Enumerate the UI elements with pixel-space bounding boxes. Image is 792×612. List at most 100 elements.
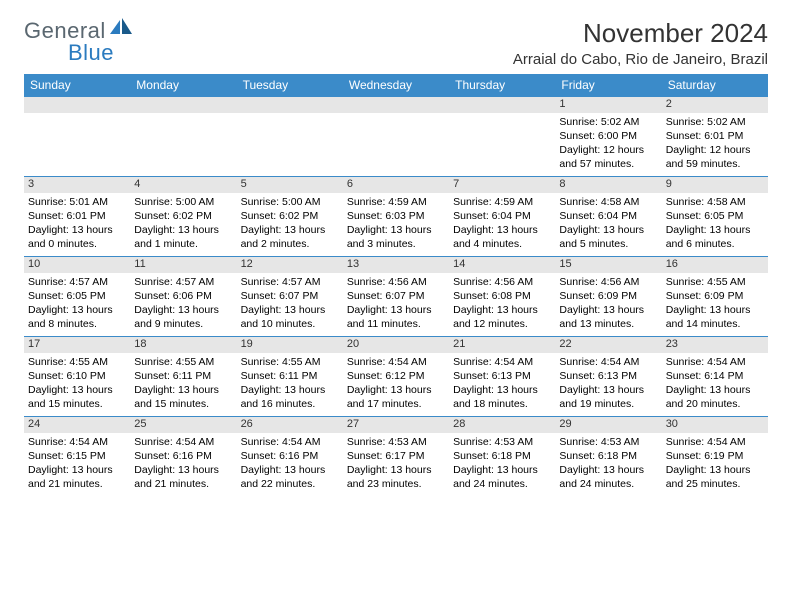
sunset-text: Sunset: 6:08 PM <box>453 289 551 303</box>
day-content-cell: Sunrise: 4:54 AMSunset: 6:15 PMDaylight:… <box>24 433 130 497</box>
sunrise-text: Sunrise: 4:55 AM <box>134 355 232 369</box>
day-number-cell: 25 <box>130 417 236 433</box>
day-number-cell: 21 <box>449 337 555 353</box>
sunrise-text: Sunrise: 4:55 AM <box>28 355 126 369</box>
day-content-cell <box>130 113 236 177</box>
sunrise-text: Sunrise: 4:54 AM <box>28 435 126 449</box>
day-number-cell: 8 <box>555 177 661 193</box>
daylight-text: Daylight: 13 hours and 0 minutes. <box>28 223 126 251</box>
sunset-text: Sunset: 6:18 PM <box>559 449 657 463</box>
day-number-cell: 2 <box>662 97 768 113</box>
sunset-text: Sunset: 6:12 PM <box>347 369 445 383</box>
day-content-cell: Sunrise: 4:56 AMSunset: 6:07 PMDaylight:… <box>343 273 449 337</box>
daylight-text: Daylight: 13 hours and 2 minutes. <box>241 223 339 251</box>
logo-text-blue-wrap: Blue <box>24 40 114 66</box>
day-content-cell: Sunrise: 4:55 AMSunset: 6:11 PMDaylight:… <box>237 353 343 417</box>
day-content-cell: Sunrise: 4:59 AMSunset: 6:04 PMDaylight:… <box>449 193 555 257</box>
day-content-cell: Sunrise: 4:56 AMSunset: 6:09 PMDaylight:… <box>555 273 661 337</box>
daylight-text: Daylight: 13 hours and 3 minutes. <box>347 223 445 251</box>
day-number-cell: 15 <box>555 257 661 273</box>
day-number-row: 24252627282930 <box>24 417 768 433</box>
logo-text-blue: Blue <box>68 40 114 65</box>
sunrise-text: Sunrise: 4:59 AM <box>347 195 445 209</box>
weekday-header: Saturday <box>662 74 768 97</box>
day-content-cell: Sunrise: 4:54 AMSunset: 6:16 PMDaylight:… <box>237 433 343 497</box>
logo-sail-icon <box>110 18 132 41</box>
day-content-cell: Sunrise: 4:58 AMSunset: 6:04 PMDaylight:… <box>555 193 661 257</box>
day-content-cell: Sunrise: 4:54 AMSunset: 6:14 PMDaylight:… <box>662 353 768 417</box>
day-number-cell: 4 <box>130 177 236 193</box>
day-content-cell: Sunrise: 4:55 AMSunset: 6:09 PMDaylight:… <box>662 273 768 337</box>
sunrise-text: Sunrise: 5:01 AM <box>28 195 126 209</box>
day-content-cell: Sunrise: 4:53 AMSunset: 6:18 PMDaylight:… <box>449 433 555 497</box>
day-content-row: Sunrise: 5:02 AMSunset: 6:00 PMDaylight:… <box>24 113 768 177</box>
title-block: November 2024 Arraial do Cabo, Rio de Ja… <box>513 18 768 68</box>
sunrise-text: Sunrise: 4:56 AM <box>559 275 657 289</box>
sunset-text: Sunset: 6:07 PM <box>347 289 445 303</box>
day-number-cell: 20 <box>343 337 449 353</box>
day-number-cell: 1 <box>555 97 661 113</box>
sunset-text: Sunset: 6:04 PM <box>559 209 657 223</box>
weekday-header: Wednesday <box>343 74 449 97</box>
sunrise-text: Sunrise: 5:02 AM <box>666 115 764 129</box>
day-number-cell <box>130 97 236 113</box>
day-content-cell <box>449 113 555 177</box>
sunset-text: Sunset: 6:09 PM <box>666 289 764 303</box>
day-content-cell <box>343 113 449 177</box>
day-content-cell <box>24 113 130 177</box>
day-number-cell: 16 <box>662 257 768 273</box>
daylight-text: Daylight: 13 hours and 17 minutes. <box>347 383 445 411</box>
daylight-text: Daylight: 13 hours and 24 minutes. <box>559 463 657 491</box>
sunset-text: Sunset: 6:11 PM <box>134 369 232 383</box>
sunrise-text: Sunrise: 4:54 AM <box>241 435 339 449</box>
sunrise-text: Sunrise: 4:57 AM <box>134 275 232 289</box>
sunrise-text: Sunrise: 4:54 AM <box>666 435 764 449</box>
day-content-row: Sunrise: 5:01 AMSunset: 6:01 PMDaylight:… <box>24 193 768 257</box>
weekday-header-row: Sunday Monday Tuesday Wednesday Thursday… <box>24 74 768 97</box>
sunrise-text: Sunrise: 4:57 AM <box>241 275 339 289</box>
day-content-cell: Sunrise: 4:56 AMSunset: 6:08 PMDaylight:… <box>449 273 555 337</box>
sunrise-text: Sunrise: 5:02 AM <box>559 115 657 129</box>
weekday-header: Thursday <box>449 74 555 97</box>
month-title: November 2024 <box>513 18 768 49</box>
day-content-cell: Sunrise: 4:54 AMSunset: 6:12 PMDaylight:… <box>343 353 449 417</box>
sunrise-text: Sunrise: 5:00 AM <box>134 195 232 209</box>
daylight-text: Daylight: 13 hours and 9 minutes. <box>134 303 232 331</box>
day-number-cell: 13 <box>343 257 449 273</box>
daylight-text: Daylight: 13 hours and 25 minutes. <box>666 463 764 491</box>
sunset-text: Sunset: 6:06 PM <box>134 289 232 303</box>
daylight-text: Daylight: 12 hours and 59 minutes. <box>666 143 764 171</box>
day-number-cell <box>24 97 130 113</box>
day-number-cell <box>449 97 555 113</box>
sunset-text: Sunset: 6:05 PM <box>666 209 764 223</box>
day-content-row: Sunrise: 4:57 AMSunset: 6:05 PMDaylight:… <box>24 273 768 337</box>
day-number-cell: 14 <box>449 257 555 273</box>
day-content-row: Sunrise: 4:55 AMSunset: 6:10 PMDaylight:… <box>24 353 768 417</box>
day-number-cell <box>237 97 343 113</box>
sunset-text: Sunset: 6:15 PM <box>28 449 126 463</box>
day-number-cell: 7 <box>449 177 555 193</box>
day-content-row: Sunrise: 4:54 AMSunset: 6:15 PMDaylight:… <box>24 433 768 497</box>
daylight-text: Daylight: 13 hours and 8 minutes. <box>28 303 126 331</box>
sunset-text: Sunset: 6:18 PM <box>453 449 551 463</box>
day-number-cell: 11 <box>130 257 236 273</box>
day-content-cell: Sunrise: 4:57 AMSunset: 6:05 PMDaylight:… <box>24 273 130 337</box>
day-number-row: 17181920212223 <box>24 337 768 353</box>
day-number-cell: 28 <box>449 417 555 433</box>
weekday-header: Sunday <box>24 74 130 97</box>
sunset-text: Sunset: 6:01 PM <box>28 209 126 223</box>
day-number-cell: 17 <box>24 337 130 353</box>
daylight-text: Daylight: 13 hours and 4 minutes. <box>453 223 551 251</box>
day-content-cell: Sunrise: 4:53 AMSunset: 6:17 PMDaylight:… <box>343 433 449 497</box>
sunset-text: Sunset: 6:07 PM <box>241 289 339 303</box>
sunset-text: Sunset: 6:04 PM <box>453 209 551 223</box>
sunrise-text: Sunrise: 4:55 AM <box>666 275 764 289</box>
day-content-cell: Sunrise: 5:00 AMSunset: 6:02 PMDaylight:… <box>130 193 236 257</box>
sunrise-text: Sunrise: 4:56 AM <box>453 275 551 289</box>
weekday-header: Friday <box>555 74 661 97</box>
daylight-text: Daylight: 13 hours and 15 minutes. <box>134 383 232 411</box>
daylight-text: Daylight: 13 hours and 1 minute. <box>134 223 232 251</box>
weekday-header: Tuesday <box>237 74 343 97</box>
daylight-text: Daylight: 13 hours and 18 minutes. <box>453 383 551 411</box>
sunrise-text: Sunrise: 5:00 AM <box>241 195 339 209</box>
